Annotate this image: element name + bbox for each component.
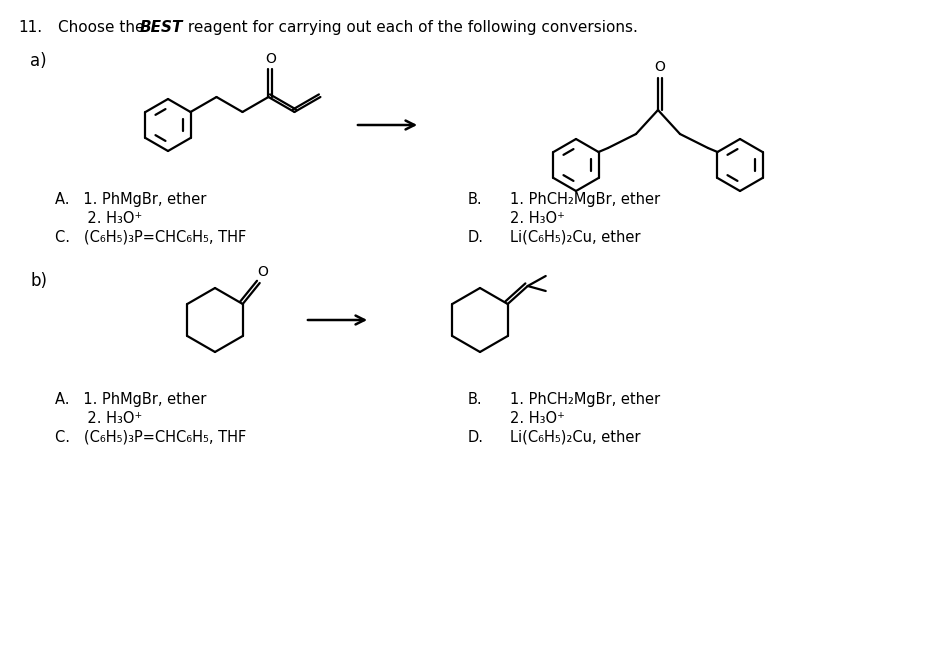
Text: Li(C₆H₅)₂Cu, ether: Li(C₆H₅)₂Cu, ether xyxy=(510,430,640,445)
Text: O: O xyxy=(654,60,665,74)
Text: 2. H₃O⁺: 2. H₃O⁺ xyxy=(510,211,565,226)
Text: BEST: BEST xyxy=(140,20,184,35)
Text: b): b) xyxy=(30,272,47,290)
Text: A.   1. PhMgBr, ether: A. 1. PhMgBr, ether xyxy=(55,392,206,407)
Text: A.   1. PhMgBr, ether: A. 1. PhMgBr, ether xyxy=(55,192,206,207)
Text: O: O xyxy=(257,265,268,279)
Text: Li(C₆H₅)₂Cu, ether: Li(C₆H₅)₂Cu, ether xyxy=(510,230,640,245)
Text: reagent for carrying out each of the following conversions.: reagent for carrying out each of the fol… xyxy=(183,20,637,35)
Text: 2. H₃O⁺: 2. H₃O⁺ xyxy=(55,211,143,226)
Text: Choose the: Choose the xyxy=(58,20,149,35)
Text: B.: B. xyxy=(468,192,483,207)
Text: a): a) xyxy=(30,52,47,70)
Text: 2. H₃O⁺: 2. H₃O⁺ xyxy=(510,411,565,426)
Text: D.: D. xyxy=(468,430,484,445)
Text: 1. PhCH₂MgBr, ether: 1. PhCH₂MgBr, ether xyxy=(510,192,660,207)
Text: B.: B. xyxy=(468,392,483,407)
Text: C.   (C₆H₅)₃P=CHC₆H₅, THF: C. (C₆H₅)₃P=CHC₆H₅, THF xyxy=(55,430,246,445)
Text: O: O xyxy=(265,52,276,66)
Text: C.   (C₆H₅)₃P=CHC₆H₅, THF: C. (C₆H₅)₃P=CHC₆H₅, THF xyxy=(55,230,246,245)
Text: 2. H₃O⁺: 2. H₃O⁺ xyxy=(55,411,143,426)
Text: 1. PhCH₂MgBr, ether: 1. PhCH₂MgBr, ether xyxy=(510,392,660,407)
Text: 11.: 11. xyxy=(18,20,42,35)
Text: D.: D. xyxy=(468,230,484,245)
